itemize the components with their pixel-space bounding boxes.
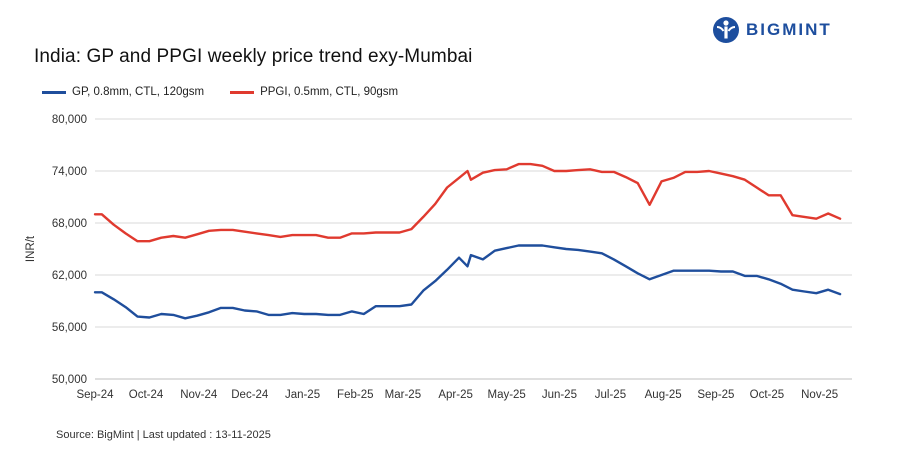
brand-name: BIGMINT <box>746 20 832 39</box>
x-tick-label: Nov-24 <box>180 389 218 401</box>
x-tick-label: Apr-25 <box>438 389 473 401</box>
x-tick-label: Sep-24 <box>76 389 114 401</box>
x-tick-label: Sep-25 <box>697 389 734 401</box>
y-axis-label: INR/t <box>25 235 37 262</box>
series-line-gp <box>93 244 842 320</box>
y-tick-label: 74,000 <box>52 166 87 178</box>
source-note: Source: BigMint | Last updated : 13-11-2… <box>56 429 271 441</box>
chart-title: India: GP and PPGI weekly price trend ex… <box>34 46 473 67</box>
x-tick-label: Nov-25 <box>801 389 838 401</box>
x-tick-label: May-25 <box>487 389 525 401</box>
brand-logo: BIGMINT <box>712 16 832 44</box>
x-tick-label: Feb-25 <box>337 389 373 401</box>
x-tick-label: Mar-25 <box>385 389 421 401</box>
legend-swatch-ppgi <box>230 90 255 94</box>
legend-swatch-gp <box>42 90 66 94</box>
x-tick-label: Oct-25 <box>750 389 785 401</box>
y-tick-label: 80,000 <box>52 114 87 126</box>
bigmint-logo-icon <box>713 17 739 43</box>
series-line-ppgi <box>93 162 842 243</box>
legend-item-gp: GP, 0.8mm, CTL, 120gsm <box>42 86 204 98</box>
legend-item-ppgi: PPGI, 0.5mm, CTL, 90gsm <box>230 86 398 98</box>
x-tick-label: Jan-25 <box>285 389 320 401</box>
y-tick-label: 62,000 <box>52 270 87 282</box>
y-tick-label: 68,000 <box>52 218 87 230</box>
x-tick-label: Aug-25 <box>645 389 682 401</box>
x-tick-label: Jul-25 <box>595 389 626 401</box>
x-tick-label: Jun-25 <box>542 389 577 401</box>
y-tick-label: 50,000 <box>52 374 87 386</box>
chart-legend: GP, 0.8mm, CTL, 120gsm PPGI, 0.5mm, CTL,… <box>42 86 424 98</box>
x-tick-label: Dec-24 <box>231 389 269 401</box>
legend-label-ppgi: PPGI, 0.5mm, CTL, 90gsm <box>260 86 399 98</box>
x-tick-label: Oct-24 <box>129 389 164 401</box>
y-tick-label: 56,000 <box>52 322 87 334</box>
legend-label-gp: GP, 0.8mm, CTL, 120gsm <box>72 86 205 98</box>
